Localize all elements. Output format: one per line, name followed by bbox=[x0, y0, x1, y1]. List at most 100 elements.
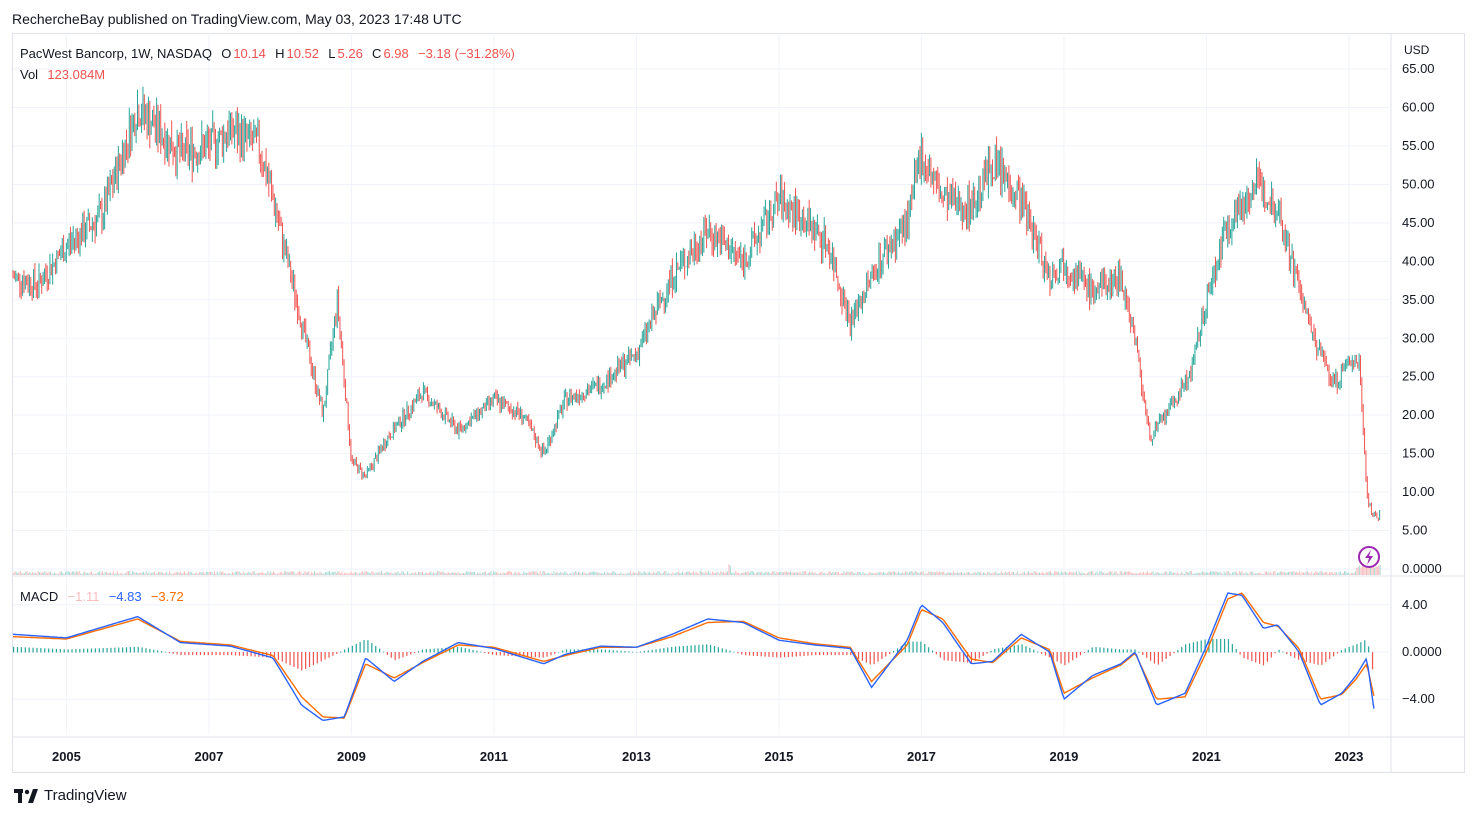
volume-bar bbox=[1240, 572, 1242, 575]
volume-bar bbox=[872, 573, 874, 575]
lightning-badge-icon[interactable] bbox=[1358, 546, 1380, 568]
volume-bar bbox=[857, 571, 859, 575]
volume-bar bbox=[376, 573, 378, 575]
volume-bar bbox=[1275, 573, 1277, 575]
volume-bar bbox=[21, 573, 23, 575]
volume-bar bbox=[613, 571, 615, 575]
volume-bar bbox=[582, 571, 584, 575]
volume-bar bbox=[367, 571, 369, 575]
volume-bar bbox=[603, 572, 605, 575]
volume-bar bbox=[1203, 572, 1205, 575]
volume-bar bbox=[416, 573, 418, 575]
macd-hist-bar bbox=[702, 644, 704, 653]
time-tick-label: 2023 bbox=[1334, 749, 1363, 764]
volume-bar bbox=[431, 573, 433, 575]
volume-bar bbox=[1318, 573, 1320, 575]
volume-bar bbox=[297, 572, 299, 575]
volume-bar bbox=[175, 571, 177, 575]
volume-bar bbox=[956, 572, 958, 575]
macd-line bbox=[12, 592, 1375, 721]
macd-hist-bar bbox=[1231, 644, 1233, 653]
volume-bar bbox=[546, 573, 548, 575]
volume-bar bbox=[1100, 571, 1102, 575]
macd-hist-bar bbox=[114, 647, 116, 653]
volume-bar bbox=[1379, 565, 1381, 575]
time-axis: 2005 2007 2009 2011 2013 2015 2017 2019 2021 2023 bbox=[52, 749, 1363, 764]
volume-bar bbox=[133, 571, 135, 575]
macd-hist-bar bbox=[1072, 652, 1074, 661]
volume-bar bbox=[1022, 572, 1024, 575]
macd-hist-bar bbox=[1021, 644, 1023, 653]
volume-bar bbox=[1194, 573, 1196, 575]
macd-hist-bar bbox=[1118, 649, 1121, 653]
volume-bar bbox=[846, 571, 848, 575]
volume-bar bbox=[41, 571, 43, 575]
volume-bar bbox=[1337, 573, 1339, 575]
volume-bar bbox=[17, 573, 19, 575]
volume-bar bbox=[647, 572, 649, 575]
volume-bar bbox=[833, 572, 835, 575]
volume-bar bbox=[69, 571, 71, 575]
volume-bar bbox=[136, 572, 138, 575]
volume-bar bbox=[259, 572, 261, 575]
footer-brand[interactable]: TradingView bbox=[14, 787, 127, 804]
macd-hist-bar bbox=[748, 652, 751, 656]
macd-hist-bar bbox=[873, 652, 875, 665]
macd-hist-bar bbox=[375, 645, 377, 653]
volume-bar bbox=[684, 572, 686, 575]
volume-bar bbox=[148, 571, 150, 575]
volume-bar bbox=[193, 573, 195, 575]
volume-bar bbox=[1315, 571, 1317, 575]
volume-bar bbox=[1078, 571, 1080, 575]
volume-bar bbox=[1344, 571, 1346, 575]
volume-bar bbox=[747, 571, 749, 575]
volume-bar bbox=[662, 572, 664, 575]
volume-bar bbox=[255, 573, 257, 575]
volume-bar bbox=[415, 571, 417, 575]
macd-hist-bar bbox=[406, 652, 408, 656]
volume-bar bbox=[489, 572, 491, 575]
volume-bar bbox=[439, 572, 441, 575]
volume-bar bbox=[1026, 572, 1028, 575]
price-tick-label: 10.00 bbox=[1402, 484, 1435, 499]
macd-hist-bar bbox=[865, 652, 867, 663]
volume-bar bbox=[1290, 572, 1292, 575]
volume-bar bbox=[164, 573, 166, 575]
volume-bar bbox=[572, 572, 574, 575]
volume-bar bbox=[292, 571, 294, 575]
volume-bar bbox=[1319, 571, 1321, 575]
volume-bar bbox=[883, 572, 885, 575]
volume-bar bbox=[1313, 572, 1315, 575]
volume-bar bbox=[632, 571, 634, 575]
volume-bar bbox=[966, 572, 968, 575]
volume-bar bbox=[571, 573, 573, 575]
volume-bar bbox=[1200, 572, 1202, 575]
macd-hist-bar bbox=[20, 647, 22, 653]
volume-bar bbox=[1064, 571, 1066, 575]
volume-bar bbox=[898, 571, 900, 575]
volume-bar bbox=[1364, 566, 1366, 575]
macd-hist-bar bbox=[951, 652, 953, 662]
volume-bar bbox=[999, 572, 1001, 575]
macd-hist-bar bbox=[639, 651, 642, 653]
volume-bar bbox=[1242, 573, 1244, 575]
macd-hist-bar bbox=[725, 649, 727, 653]
volume-bar bbox=[567, 573, 569, 575]
macd-hist-bar bbox=[1278, 649, 1280, 653]
volume-bar bbox=[616, 573, 618, 575]
volume-bar bbox=[784, 571, 786, 575]
volume-bar bbox=[1162, 573, 1164, 575]
high-value: 10.52 bbox=[286, 46, 320, 61]
volume-bar bbox=[691, 572, 693, 575]
volume-bar bbox=[1210, 571, 1211, 575]
volume-bar bbox=[1127, 571, 1129, 575]
macd-hist-bar bbox=[935, 652, 938, 655]
volume-bar bbox=[226, 573, 228, 575]
volume-bar bbox=[397, 571, 399, 575]
high-label: H bbox=[275, 46, 285, 61]
volume-bar bbox=[530, 572, 532, 575]
macd-hist-bar bbox=[1364, 640, 1366, 653]
price-tick-label: 15.00 bbox=[1402, 446, 1435, 461]
macd-hist-bar bbox=[141, 647, 143, 653]
